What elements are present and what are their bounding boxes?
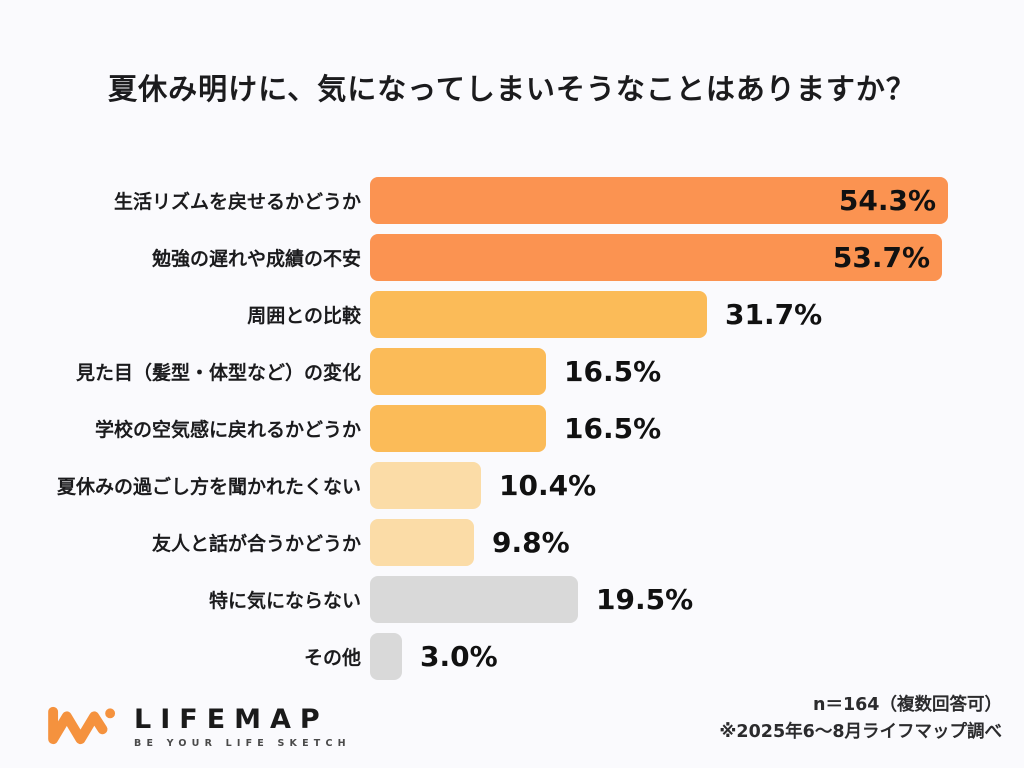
bar-row: その他 3.0% — [0, 628, 1024, 685]
value-label-outside: 31.7% — [725, 298, 823, 331]
category-label: 見た目（髪型・体型など）の変化 — [75, 362, 361, 384]
survey-notes: n＝164（複数回答可） ※2025年6～8月ライフマップ調べ — [719, 692, 1002, 746]
value-label-inside: 53.7% — [832, 241, 930, 274]
bar-rows: 生活リズムを戻せるかどうか 54.3% 勉強の遅れや成績の不安 53.7% 周囲… — [0, 172, 1024, 685]
bar: 54.3% — [370, 177, 948, 224]
category-label: 周囲との比較 — [247, 305, 361, 327]
bar-track: 19.5% — [370, 576, 1024, 623]
value-label-outside: 10.4% — [499, 469, 597, 502]
logo-wordmark: LIFEMAP — [134, 704, 329, 736]
bar — [370, 348, 546, 395]
bar-row: 周囲との比較 31.7% — [0, 286, 1024, 343]
bar-row: 友人と話が合うかどうか 9.8% — [0, 514, 1024, 571]
category-label: その他 — [303, 647, 361, 669]
lifemap-logo-mark-icon — [48, 706, 116, 745]
logo-tagline: BE YOUR LIFE SKETCH — [134, 737, 351, 749]
bar-track: 10.4% — [370, 462, 1024, 509]
bar — [370, 291, 707, 338]
bar — [370, 462, 481, 509]
bar-track: 54.3% — [370, 177, 1024, 224]
lifemap-logo: LIFEMAP BE YOUR LIFE SKETCH — [44, 704, 351, 750]
category-label: 夏休みの過ごし方を聞かれたくない — [56, 476, 361, 498]
category-label: 生活リズムを戻せるかどうか — [113, 191, 361, 213]
value-label-outside: 16.5% — [564, 412, 662, 445]
bar-chart: 生活リズムを戻せるかどうか 54.3% 勉強の遅れや成績の不安 53.7% 周囲… — [0, 172, 1024, 685]
sample-size-note: n＝164（複数回答可） — [813, 694, 1002, 715]
footer: LIFEMAP BE YOUR LIFE SKETCH n＝164（複数回答可）… — [0, 688, 1024, 768]
bar-row: 見た目（髪型・体型など）の変化 16.5% — [0, 343, 1024, 400]
bar: 53.7% — [370, 234, 942, 281]
bar-row: 学校の空気感に戻れるかどうか 16.5% — [0, 400, 1024, 457]
logo-text-block: LIFEMAP BE YOUR LIFE SKETCH — [134, 705, 351, 749]
category-label: 特に気にならない — [208, 590, 361, 612]
value-label-inside: 54.3% — [838, 184, 936, 217]
bar — [370, 405, 546, 452]
bar-track: 53.7% — [370, 234, 1024, 281]
bar-track: 31.7% — [370, 291, 1024, 338]
bar-row: 勉強の遅れや成績の不安 53.7% — [0, 229, 1024, 286]
source-note: ※2025年6～8月ライフマップ調べ — [719, 721, 1002, 742]
bar — [370, 519, 474, 566]
bar-track: 9.8% — [370, 519, 1024, 566]
value-label-outside: 16.5% — [564, 355, 662, 388]
category-label: 勉強の遅れや成績の不安 — [151, 248, 361, 270]
bar-track: 16.5% — [370, 348, 1024, 395]
value-label-outside: 19.5% — [596, 583, 694, 616]
bar-track: 16.5% — [370, 405, 1024, 452]
bar-row: 生活リズムを戻せるかどうか 54.3% — [0, 172, 1024, 229]
bar-row: 夏休みの過ごし方を聞かれたくない 10.4% — [0, 457, 1024, 514]
value-label-outside: 3.0% — [420, 640, 498, 673]
category-label: 学校の空気感に戻れるかどうか — [94, 419, 361, 441]
bar — [370, 633, 402, 680]
value-label-outside: 9.8% — [492, 526, 570, 559]
chart-title: 夏休み明けに、気になってしまいそうなことはありますか？ — [108, 72, 916, 106]
bar — [370, 576, 578, 623]
category-label: 友人と話が合うかどうか — [151, 533, 361, 555]
bar-row: 特に気にならない 19.5% — [0, 571, 1024, 628]
bar-track: 3.0% — [370, 633, 1024, 680]
